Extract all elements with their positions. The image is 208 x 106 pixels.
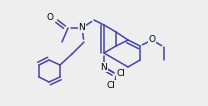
Text: O: O	[149, 36, 156, 45]
Text: N: N	[101, 63, 107, 72]
Text: Cl: Cl	[106, 80, 115, 89]
Text: N: N	[79, 24, 85, 33]
Text: O: O	[47, 13, 53, 22]
Text: Cl: Cl	[116, 70, 125, 79]
